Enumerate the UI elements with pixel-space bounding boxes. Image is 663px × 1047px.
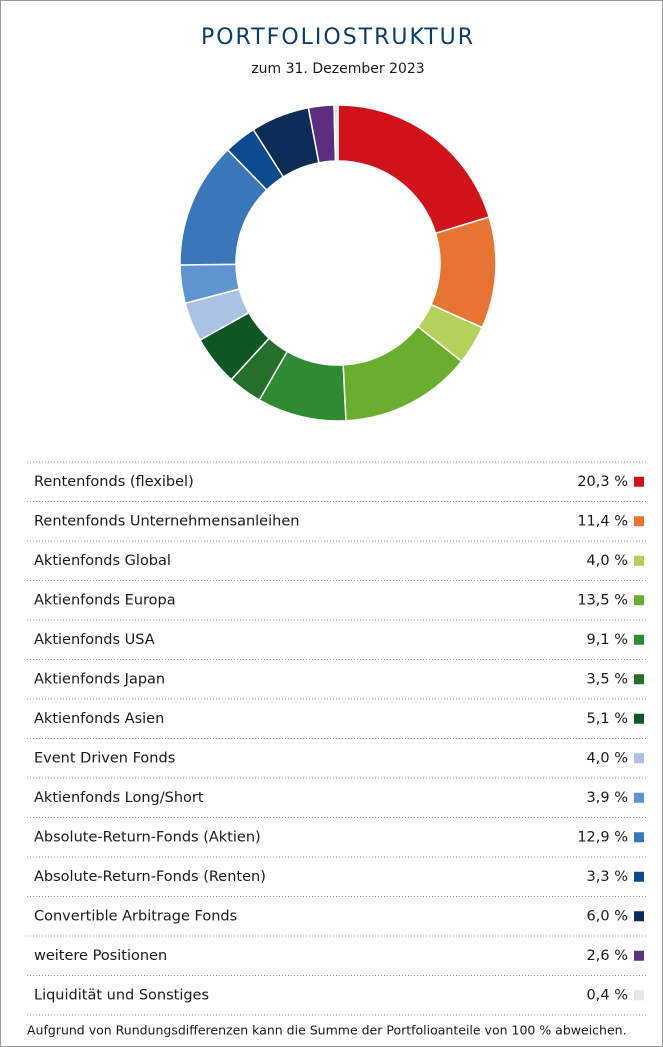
legend-label: Convertible Arbitrage Fonds	[34, 908, 237, 924]
legend-swatch	[634, 990, 644, 1001]
legend-label: Aktienfonds Japan	[34, 671, 165, 687]
legend-value: 9,1 %	[587, 632, 628, 648]
legend-value: 4,0 %	[587, 750, 628, 766]
legend-swatch	[634, 634, 644, 645]
legend-swatch	[634, 792, 644, 803]
legend-label: Liquidität und Sonstiges	[34, 987, 209, 1003]
legend-value: 5,1 %	[587, 711, 628, 727]
legend-label: Absolute-Return-Fonds (Aktien)	[34, 829, 261, 845]
legend-swatch	[634, 476, 644, 487]
legend-label: Aktienfonds Global	[34, 553, 171, 569]
legend-swatch	[634, 871, 644, 882]
legend-label: Absolute-Return-Fonds (Renten)	[34, 869, 266, 885]
legend-label: Rentenfonds (flexibel)	[34, 474, 194, 490]
legend-value: 4,0 %	[587, 553, 628, 569]
legend-swatch	[634, 674, 644, 685]
legend-label: Aktienfonds Europa	[34, 592, 176, 608]
legend-value: 6,0 %	[587, 908, 628, 924]
chart-title: PORTFOLIOSTRUKTUR	[201, 25, 475, 50]
legend-value: 3,5 %	[587, 671, 628, 687]
legend-swatch	[634, 832, 644, 843]
legend-swatch	[634, 911, 644, 922]
legend-value: 12,9 %	[577, 829, 628, 845]
chart-subtitle: zum 31. Dezember 2023	[251, 61, 424, 77]
legend-swatch	[634, 753, 644, 764]
legend-swatch	[634, 950, 644, 961]
legend-label: Event Driven Fonds	[34, 750, 175, 766]
legend-swatch	[634, 713, 644, 724]
footnote: Aufgrund von Rundungsdifferenzen kann di…	[27, 1023, 627, 1038]
donut-slice	[333, 104, 339, 162]
legend-value: 0,4 %	[587, 987, 628, 1003]
legend-label: Aktienfonds Long/Short	[34, 790, 204, 806]
legend-swatch	[634, 595, 644, 606]
legend-value: 11,4 %	[577, 513, 628, 529]
legend-value: 3,9 %	[587, 790, 628, 806]
legend-label: Aktienfonds USA	[34, 632, 155, 648]
legend-value: 3,3 %	[587, 869, 628, 885]
legend-swatch	[634, 516, 644, 527]
legend-label: weitere Positionen	[34, 948, 167, 964]
legend-label: Aktienfonds Asien	[34, 711, 164, 727]
legend-value: 20,3 %	[577, 474, 628, 490]
legend-value: 13,5 %	[577, 592, 628, 608]
legend-swatch	[634, 555, 644, 566]
legend-label: Rentenfonds Unternehmensanleihen	[34, 513, 299, 529]
legend-value: 2,6 %	[587, 948, 628, 964]
